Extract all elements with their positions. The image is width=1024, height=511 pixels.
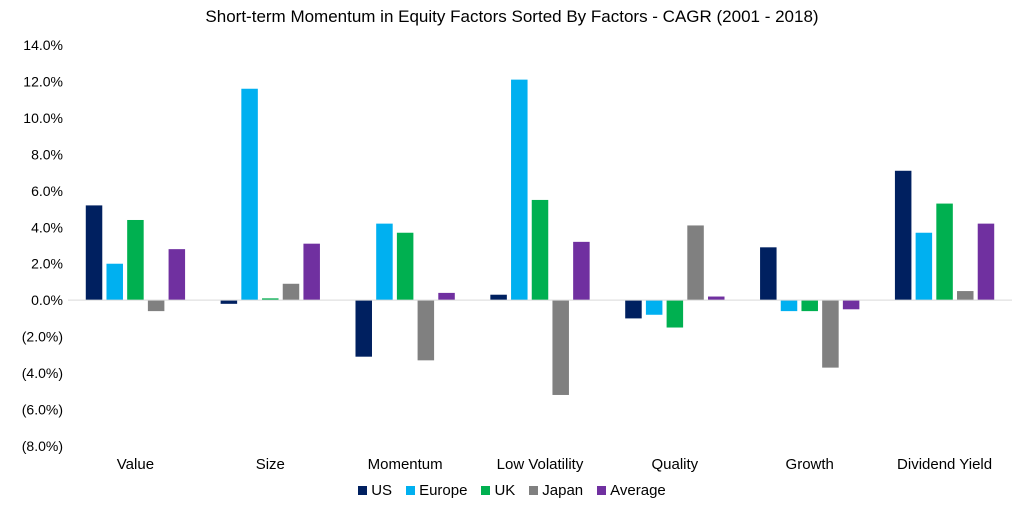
y-tick-label: 14.0% <box>23 37 63 53</box>
chart-title: Short-term Momentum in Equity Factors So… <box>205 7 819 26</box>
bar-uk-dividend-yield <box>936 203 953 301</box>
bar-uk-value <box>127 219 144 301</box>
bar-uk-momentum <box>396 232 414 301</box>
bar-average-growth <box>842 300 860 310</box>
bar-uk-size <box>262 298 279 301</box>
bar-us-low-volatility <box>490 294 507 301</box>
x-tick-label: Growth <box>786 456 834 473</box>
legend-swatch <box>597 486 607 495</box>
legend-item-japan: Japan <box>529 482 583 499</box>
y-tick-label: 6.0% <box>31 183 63 199</box>
bar-uk-quality <box>666 300 684 328</box>
y-tick-label: 0.0% <box>31 292 63 308</box>
x-tick-label: Momentum <box>368 456 443 473</box>
y-tick-label: (4.0%) <box>22 365 63 381</box>
bar-japan-size <box>282 283 300 301</box>
legend-swatch <box>529 486 539 495</box>
x-tick-label: Dividend Yield <box>897 456 992 473</box>
y-tick-label: 2.0% <box>31 256 63 272</box>
bar-japan-momentum <box>417 300 435 361</box>
bar-average-size <box>303 243 320 301</box>
bar-japan-low-volatility <box>552 300 569 395</box>
legend-item-uk: UK <box>481 482 515 499</box>
bar-us-size <box>220 300 238 304</box>
bar-us-momentum <box>355 300 372 357</box>
legend-swatch <box>358 486 368 495</box>
y-tick-label: (2.0%) <box>22 329 63 345</box>
legend-item-us: US <box>358 482 392 499</box>
bar-average-momentum <box>438 292 455 301</box>
bar-japan-dividend-yield <box>957 291 974 301</box>
bar-us-quality <box>625 300 642 319</box>
legend-item-average: Average <box>597 482 666 499</box>
bar-europe-quality <box>645 300 663 315</box>
legend-swatch <box>406 486 416 495</box>
bar-europe-momentum <box>376 223 393 301</box>
bar-average-low-volatility <box>573 241 590 301</box>
legend-label: UK <box>494 482 516 499</box>
bar-average-value <box>168 249 186 301</box>
bar-europe-growth <box>780 300 798 312</box>
legend-label: US <box>371 482 393 499</box>
bar-europe-size <box>241 88 258 301</box>
legend-label: Japan <box>542 482 584 499</box>
y-tick-label: (6.0%) <box>22 402 63 418</box>
y-tick-label: 10.0% <box>23 110 63 126</box>
legend-label: Average <box>610 482 666 499</box>
bar-europe-value <box>106 263 123 301</box>
legend-label: Europe <box>419 482 468 499</box>
legend: US Europe UK Japan Average <box>0 482 1024 499</box>
x-tick-label: Size <box>256 456 285 473</box>
x-tick-label: Quality <box>652 456 699 473</box>
bar-uk-low-volatility <box>531 199 549 301</box>
legend-swatch <box>481 486 491 495</box>
bar-uk-growth <box>801 300 818 312</box>
y-tick-label: (8.0%) <box>22 438 63 454</box>
bar-japan-value <box>147 300 165 312</box>
legend-item-europe: Europe <box>406 482 467 499</box>
x-tick-label: Low Volatility <box>497 456 584 473</box>
bar-us-value <box>85 205 103 301</box>
y-tick-label: 4.0% <box>31 219 63 235</box>
bar-average-quality <box>708 296 725 301</box>
y-tick-label: 8.0% <box>31 146 63 162</box>
bar-average-dividend-yield <box>977 223 995 301</box>
bar-us-growth <box>760 247 777 301</box>
bar-europe-dividend-yield <box>915 232 933 301</box>
bar-us-dividend-yield <box>894 170 912 301</box>
y-tick-label: 12.0% <box>23 73 63 89</box>
bar-japan-quality <box>687 225 704 301</box>
bar-europe-low-volatility <box>511 79 528 301</box>
bar-japan-growth <box>822 300 839 368</box>
x-tick-label: Value <box>117 456 154 473</box>
